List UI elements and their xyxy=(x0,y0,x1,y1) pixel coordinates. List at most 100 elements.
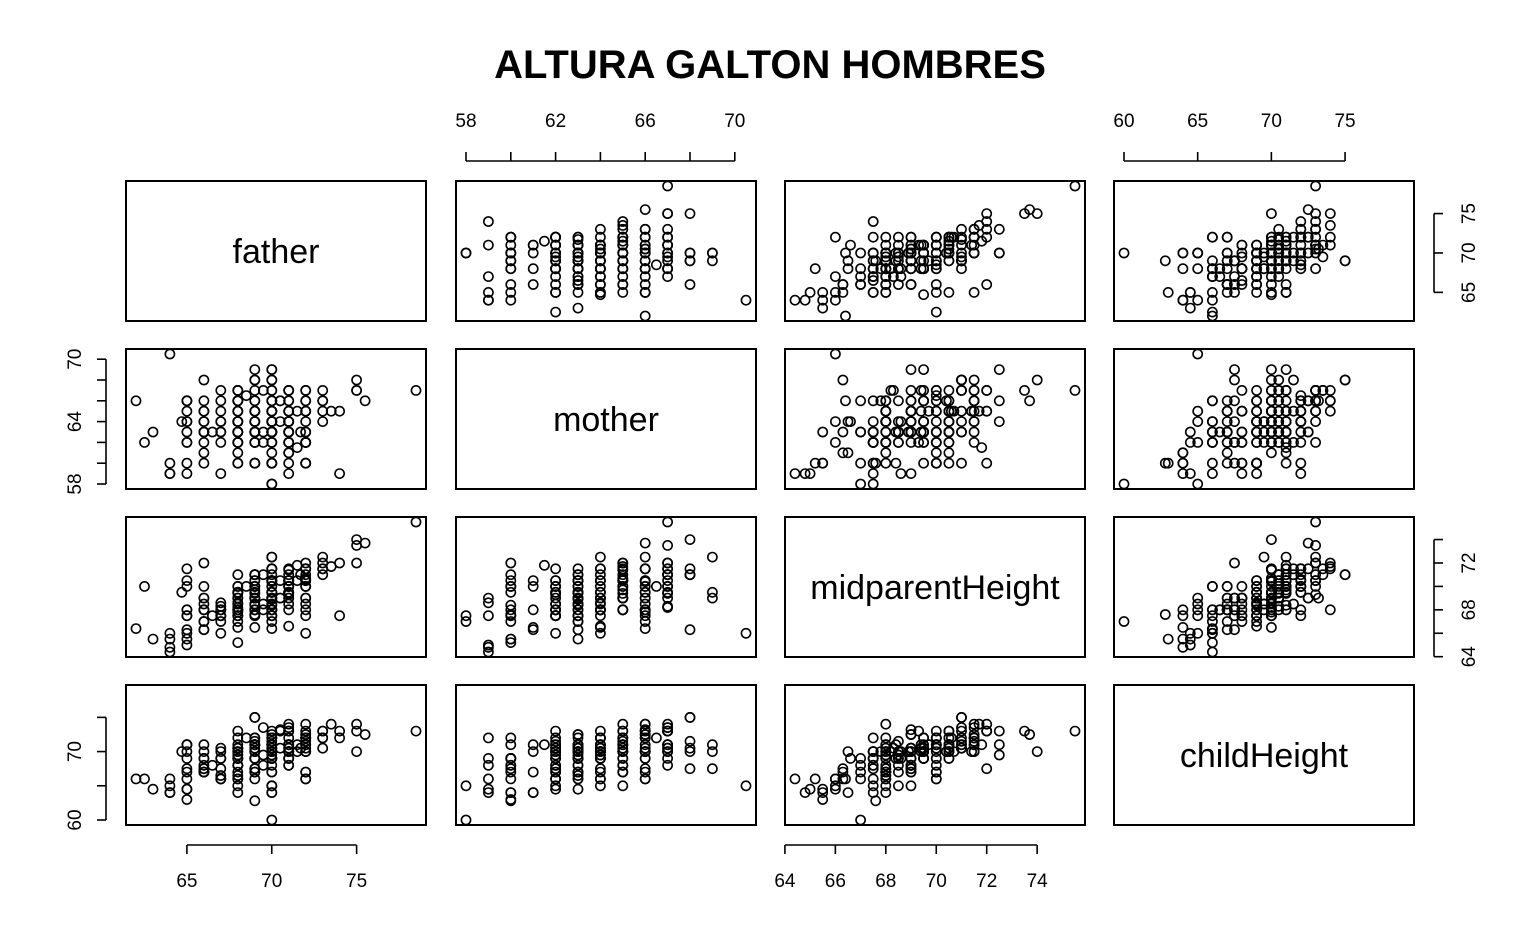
scatter-point xyxy=(317,569,329,581)
scatter-point xyxy=(300,729,312,740)
scatter-point xyxy=(139,773,150,785)
scatter-point xyxy=(662,575,673,586)
scatter-point xyxy=(1251,610,1262,622)
scatter-point xyxy=(817,787,829,798)
scatter-point xyxy=(482,216,494,227)
scatter-point xyxy=(1251,279,1262,290)
scatter-point xyxy=(639,732,651,744)
scatter-point xyxy=(595,780,606,792)
scatter-point xyxy=(1288,255,1299,267)
scatter-point xyxy=(976,235,988,247)
scatter-point xyxy=(867,271,879,282)
scatter-point xyxy=(707,592,718,604)
scatter-point xyxy=(1295,216,1307,227)
scatter-point xyxy=(981,405,993,417)
scatter-point xyxy=(266,478,278,490)
scatter-point xyxy=(1310,557,1321,569)
scatter-point xyxy=(1280,364,1292,375)
scatter-point xyxy=(968,739,980,751)
scatter-point xyxy=(198,746,210,757)
scatter-point xyxy=(266,787,278,798)
chart-title: ALTURA GALTON HOMBRES xyxy=(494,43,1046,87)
scatter-point xyxy=(595,604,606,616)
scatter-point xyxy=(482,773,494,785)
scatter-point xyxy=(460,616,472,627)
scatter-point xyxy=(888,384,899,396)
scatter-point xyxy=(867,247,879,259)
scatter-point xyxy=(232,622,244,633)
scatter-point xyxy=(617,263,629,275)
scatter-point xyxy=(617,759,629,771)
scatter-point xyxy=(662,180,673,192)
scatter-point xyxy=(880,436,892,448)
scatter-point xyxy=(893,239,904,251)
scatter-point xyxy=(317,725,329,737)
scatter-point xyxy=(181,610,193,622)
scatter-point xyxy=(1184,436,1196,448)
scatter-point xyxy=(482,286,494,298)
scatter-point xyxy=(505,263,517,275)
scatter-point xyxy=(617,732,629,744)
scatter-point xyxy=(1236,405,1248,417)
scatter-point xyxy=(325,718,337,730)
scatter-point xyxy=(1295,436,1307,448)
scatter-point xyxy=(930,759,942,771)
scatter-point xyxy=(943,457,955,469)
scatter-point xyxy=(639,310,651,322)
scatter-point xyxy=(595,255,606,267)
scatter-point xyxy=(572,231,584,243)
panel-father-vs-father: father xyxy=(125,180,427,322)
scatter-point xyxy=(147,633,159,645)
scatter-point xyxy=(266,814,278,826)
scatter-point xyxy=(410,725,422,737)
scatter-point xyxy=(215,597,227,609)
scatter-point xyxy=(482,239,494,251)
scatter-point xyxy=(482,294,494,306)
tick-label: 60 xyxy=(65,809,86,830)
scatter-point xyxy=(617,766,629,778)
scatter-point xyxy=(905,255,917,267)
tick-label: 68 xyxy=(1459,599,1480,620)
scatter-point xyxy=(266,384,278,396)
scatter-point xyxy=(1310,405,1321,417)
scatter-point xyxy=(1207,627,1218,639)
scatter-point xyxy=(930,384,942,396)
panel-frame xyxy=(125,684,427,826)
scatter-point xyxy=(139,436,150,448)
scatter-point xyxy=(249,610,261,622)
scatter-point xyxy=(505,239,517,251)
scatter-point xyxy=(1207,255,1218,267)
scatter-point xyxy=(880,395,892,407)
scatter-point xyxy=(867,763,879,775)
scatter-point xyxy=(572,569,584,581)
scatter-point xyxy=(572,742,584,754)
scatter-point xyxy=(880,247,892,259)
scatter-point xyxy=(505,753,517,764)
scatter-point xyxy=(1317,384,1329,396)
scatter-point xyxy=(460,610,472,622)
scatter-point xyxy=(1024,395,1035,407)
scatter-point xyxy=(639,766,651,778)
scatter-point xyxy=(905,724,917,736)
scatter-point xyxy=(164,457,176,469)
scatter-point xyxy=(893,436,904,448)
scatter-point xyxy=(930,390,942,401)
scatter-point xyxy=(918,364,929,375)
scatter-point xyxy=(266,766,278,778)
scatter-point xyxy=(181,763,193,775)
scatter-point xyxy=(1310,416,1321,427)
scatter-point xyxy=(181,436,193,448)
scatter-point xyxy=(232,384,244,396)
scatter-point xyxy=(198,739,210,751)
scatter-point xyxy=(232,426,244,438)
scatter-point xyxy=(572,279,584,290)
scatter-point xyxy=(1273,223,1285,235)
scatter-point xyxy=(707,746,718,757)
scatter-point xyxy=(1310,223,1321,235)
scatter-point xyxy=(505,575,517,586)
scatter-point xyxy=(232,569,244,581)
scatter-point xyxy=(266,780,278,792)
tick-label: 58 xyxy=(455,111,476,132)
scatter-point xyxy=(684,624,696,636)
scatter-point xyxy=(867,773,879,785)
